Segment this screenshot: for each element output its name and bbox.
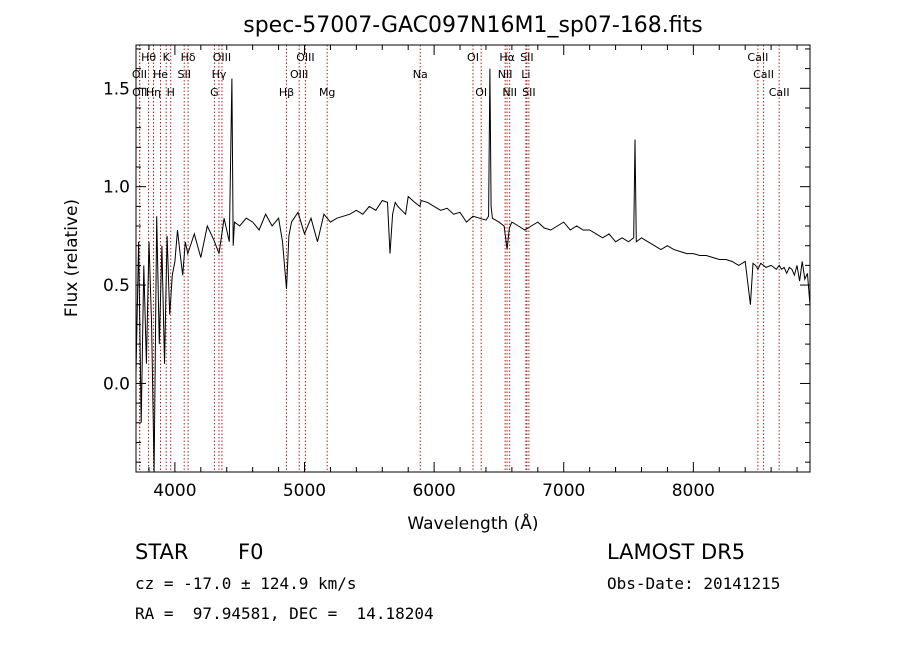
object-class: STAR xyxy=(135,540,189,564)
line-label: OIII xyxy=(213,51,231,64)
redshift-readout: cz = -17.0 ± 124.9 km/s xyxy=(135,574,357,593)
x-tick-label: 8000 xyxy=(672,481,715,501)
line-label: OIII xyxy=(296,51,314,64)
survey-name: LAMOST DR5 xyxy=(607,540,746,564)
line-label: He xyxy=(153,68,168,81)
line-label: Mg xyxy=(319,86,335,99)
x-tick-label: 5000 xyxy=(283,481,326,501)
line-label: K xyxy=(163,51,171,64)
line-label: NII xyxy=(498,68,513,81)
line-label: Li xyxy=(521,68,530,81)
line-label: SII xyxy=(520,51,533,64)
emission-line-labels: Hθ K Hδ OIII OIII OI Hα SII CaII OII He SII Hγ OIII Na… xyxy=(132,51,790,99)
line-label: Hα xyxy=(499,51,515,64)
x-tick-label: 6000 xyxy=(412,481,455,501)
y-tick-label: 0.5 xyxy=(103,276,130,296)
line-label: Hδ xyxy=(181,51,196,64)
y-tick-label: 0.0 xyxy=(103,374,130,394)
line-label: NII xyxy=(502,86,517,99)
observation-date: Obs-Date: 20141215 xyxy=(607,574,781,593)
y-tick-label: 1.5 xyxy=(103,79,130,99)
line-label: CaII xyxy=(753,68,774,81)
object-subclass: F0 xyxy=(238,540,264,564)
y-tick-label: 1.0 xyxy=(103,178,130,198)
line-label: Hβ xyxy=(279,86,294,99)
emission-line-markers xyxy=(138,45,780,472)
line-label: Hη xyxy=(146,86,161,99)
line-label: OII xyxy=(132,68,147,81)
x-tick-label: 7000 xyxy=(542,481,585,501)
line-label: Na xyxy=(413,68,428,81)
line-label: OI xyxy=(475,86,487,99)
axis-ticks: 4000 5000 6000 7000 8000 0.0 0.5 1.0 1.5 xyxy=(103,45,810,501)
line-label: H xyxy=(167,86,175,99)
line-label: CaII xyxy=(769,86,790,99)
x-axis-label: Wavelength (Å) xyxy=(407,512,538,534)
line-label: OI xyxy=(467,51,479,64)
plot-frame xyxy=(135,44,811,473)
x-tick-label: 4000 xyxy=(153,481,196,501)
line-label: OIII xyxy=(290,68,308,81)
line-label: Hθ xyxy=(141,51,156,64)
line-label: Hγ xyxy=(212,68,227,81)
coordinates-readout: RA = 97.94581, DEC = 14.18204 xyxy=(135,604,434,623)
chart-title: spec-57007-GAC097N16M1_sp07-168.fits xyxy=(243,13,703,38)
line-label: SII xyxy=(522,86,535,99)
spectrum-line xyxy=(135,68,811,473)
line-label: CaII xyxy=(747,51,768,64)
line-label: G xyxy=(210,86,219,99)
y-axis-label: Flux (relative) xyxy=(62,199,82,317)
line-label: SII xyxy=(177,68,190,81)
